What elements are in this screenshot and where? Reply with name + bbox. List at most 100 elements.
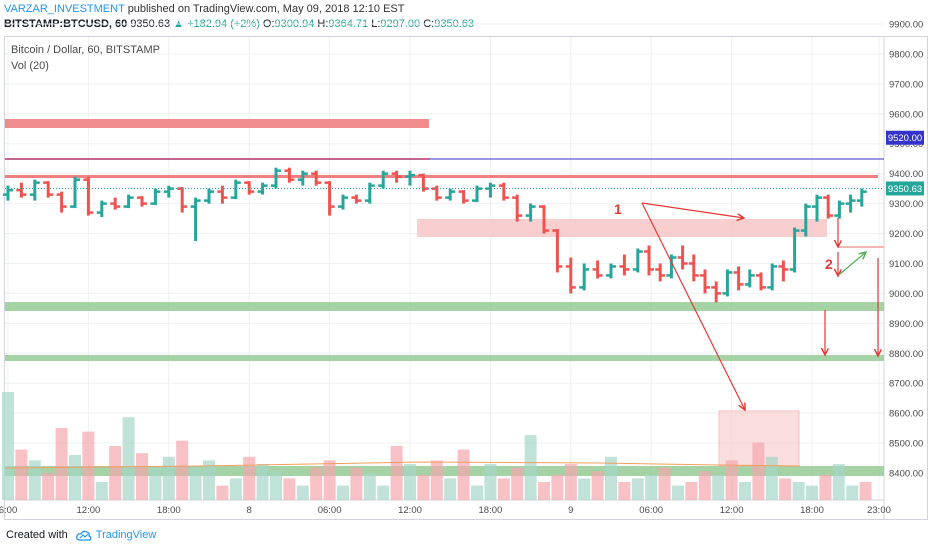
price-axis-label: 9000.00 <box>889 289 923 300</box>
ohlc-bar <box>445 188 456 201</box>
volume-bar <box>484 464 497 500</box>
volume-bar <box>28 460 41 500</box>
volume-bar <box>2 392 14 500</box>
volume-bar <box>859 482 872 500</box>
resistance-zone-top <box>5 119 429 128</box>
ohlc-bar <box>722 269 733 297</box>
time-axis-label: 06:00 <box>318 505 342 516</box>
price-axis-label: 8600.00 <box>889 409 923 420</box>
time-axis-label: 23:00 <box>867 505 891 516</box>
annotation-2: 2 <box>825 256 833 272</box>
volume-bar <box>176 440 189 500</box>
volume-bar <box>672 485 684 500</box>
volume-bar <box>95 482 108 500</box>
ohlc-bar <box>592 260 603 279</box>
last-price-tag-label: 9350.63 <box>888 184 922 195</box>
volume-bar <box>350 467 363 500</box>
ohlc-bar <box>525 203 536 222</box>
volume-bar <box>323 460 336 500</box>
volume-bar <box>832 464 845 500</box>
ohlc-bar <box>230 179 241 200</box>
ohlc-bar <box>391 170 402 183</box>
price-axis-label: 8900.00 <box>889 319 923 330</box>
ohlc-bar <box>655 263 666 282</box>
volume-bar <box>712 474 725 500</box>
ohlc-bar <box>711 281 722 303</box>
ohlc-bar <box>606 263 616 279</box>
ohlc-bar <box>789 227 800 273</box>
chart-title: Bitcoin / Dollar, 60, BITSTAMP <box>11 44 160 56</box>
ohlc-bar <box>778 260 789 282</box>
volume-bar <box>779 478 792 500</box>
price-axis-label: 8400.00 <box>889 469 923 480</box>
volume-bar <box>645 474 658 500</box>
price-axis-label: 9400.00 <box>889 169 923 180</box>
time-axis-label: 18:00 <box>800 505 824 516</box>
support-zone-8400 <box>5 466 884 476</box>
volume-bar <box>605 456 617 500</box>
volume-bar <box>618 482 631 500</box>
volume-bar <box>564 464 577 500</box>
ohlc-bar <box>271 167 281 189</box>
ohlc-bar <box>619 254 630 276</box>
ohlc-bar <box>177 187 188 213</box>
ohlc-bar <box>666 254 677 279</box>
time-axis-label: 18:00 <box>157 505 181 516</box>
price-axis-label: 9600.00 <box>889 109 923 120</box>
price-axis-label: 9900.00 <box>889 20 923 31</box>
ohlc-bar <box>800 203 811 237</box>
arrow-up-green <box>839 252 866 275</box>
volume-bar <box>698 471 711 500</box>
volume-bar <box>15 449 28 500</box>
volume-bar <box>82 431 95 500</box>
volume-bar <box>256 464 269 500</box>
volume-bar <box>739 482 751 500</box>
volume-bar <box>296 485 309 500</box>
arrow-to-projection <box>641 202 745 410</box>
time-axis-label: 12:00 <box>720 505 744 516</box>
volume-bar <box>109 446 122 500</box>
volume-bar <box>806 485 818 500</box>
volume-bar <box>457 449 470 500</box>
volume-bar <box>229 478 242 500</box>
ohlc-bar <box>297 170 308 186</box>
ohlc-bar <box>812 194 822 222</box>
volume-bar <box>310 467 323 500</box>
ohlc-bar <box>3 185 13 201</box>
volume-bar <box>752 442 765 500</box>
tradingview-brand[interactable]: TradingView <box>95 529 157 541</box>
ohlc-bar <box>856 188 867 207</box>
footer: Created with TradingView <box>6 529 156 541</box>
volume-bar <box>270 471 282 500</box>
published-text: published on TradingView.com, May 09, 20… <box>127 3 405 15</box>
ohlc-bar <box>29 179 40 201</box>
ohlc-bar <box>338 194 348 210</box>
volume-bar <box>511 467 524 500</box>
supply-zone <box>417 219 827 237</box>
volume-bar <box>792 482 805 500</box>
volume-bar <box>377 485 390 500</box>
volume-bar <box>538 482 550 500</box>
ohlc-bar <box>823 194 834 219</box>
volume-bar <box>471 485 483 500</box>
created-with-text: Created with <box>6 529 68 541</box>
time-axis-label: 18:00 <box>479 505 503 516</box>
ohlc-bar <box>405 170 415 186</box>
ohlc-bar <box>324 181 335 216</box>
ohlc-bar <box>56 191 67 213</box>
ohlc-bar <box>311 170 322 186</box>
ohlc-bar <box>834 200 845 219</box>
volume-bar <box>55 428 68 500</box>
support-zone-9000 <box>5 302 884 311</box>
price-axis-label: 9700.00 <box>889 79 923 90</box>
author-link[interactable]: VARZAR_INVESTMENT <box>4 3 125 15</box>
volume-bar <box>189 467 202 500</box>
ohlc-bar <box>351 194 362 204</box>
ohlc-bar <box>565 257 576 294</box>
ohlc-bar <box>458 190 469 204</box>
time-axis-label: 8 <box>247 505 252 516</box>
ohlc-bar <box>204 188 214 204</box>
ohlc-bar <box>733 266 744 291</box>
arrow-to-supply-zone <box>641 202 744 218</box>
